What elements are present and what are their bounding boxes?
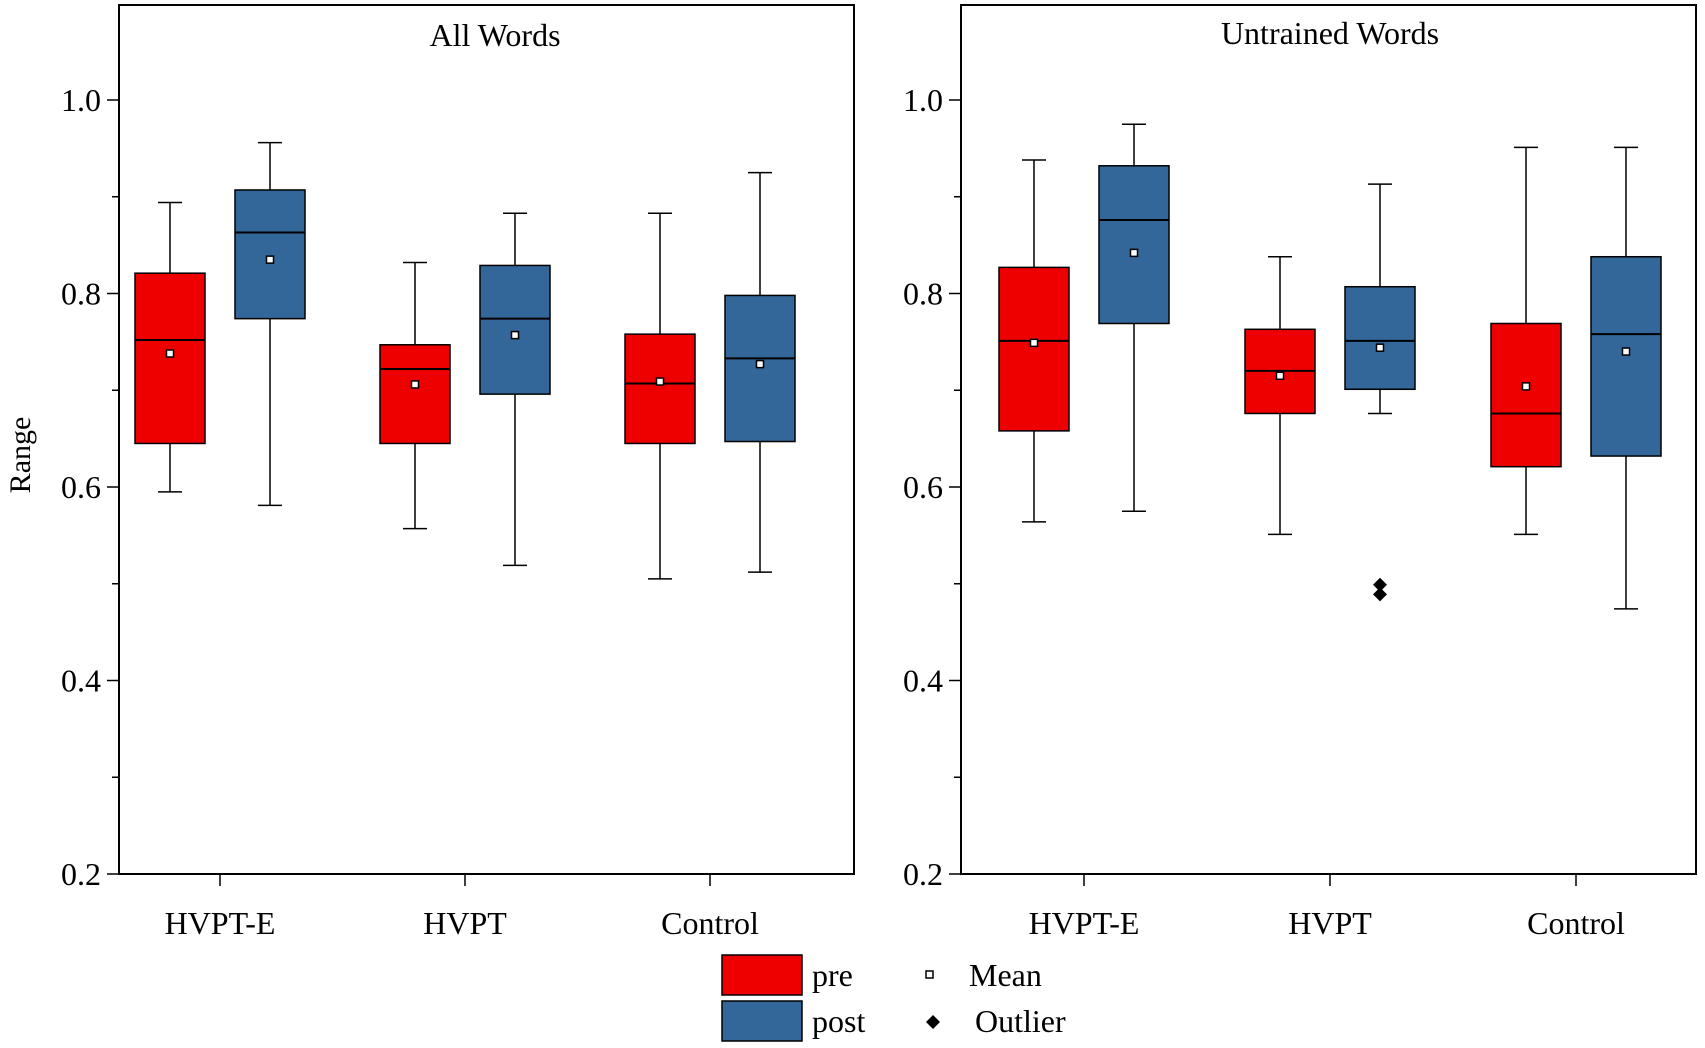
- y-tick-label: 0.6: [61, 469, 101, 505]
- mean-marker: [1521, 382, 1531, 391]
- mean-marker: [655, 377, 665, 386]
- y-tick-label: 0.8: [61, 276, 101, 312]
- x-tick-label: Control: [1527, 905, 1625, 941]
- box-iqr: [998, 266, 1070, 432]
- legend-pre-label: pre: [812, 957, 853, 993]
- box-hvpt-post: [1344, 183, 1416, 602]
- mean-marker: [755, 359, 765, 369]
- panel-title: All Words: [429, 17, 560, 53]
- box-control-post: [724, 171, 796, 573]
- legend-mean-label: Mean: [969, 957, 1042, 993]
- x-tick-label: HVPT: [1288, 905, 1372, 941]
- y-tick-label: 0.2: [61, 856, 101, 892]
- box-iqr: [479, 264, 551, 395]
- box-iqr: [624, 333, 696, 445]
- mean-marker: [1129, 248, 1139, 258]
- y-tick-label: 1.0: [903, 82, 943, 118]
- box-hvpt-e-pre: [998, 159, 1070, 523]
- panel-untrained-words: Untrained Words 0.2 0.4 0.6 0.8 1.0 HVPT-E HVP…: [903, 4, 1697, 941]
- x-tick-label: HVPT-E: [1029, 905, 1140, 941]
- mean-square-icon: [925, 970, 934, 979]
- box-hvpt-e-post: [1098, 123, 1170, 512]
- box-iqr: [1098, 165, 1170, 325]
- box-hvpt-post: [479, 212, 551, 567]
- panel-frame: [960, 4, 1697, 875]
- box-control-pre: [624, 212, 696, 580]
- mean-marker: [1275, 371, 1285, 380]
- panel-frame: [118, 4, 855, 875]
- box-hvpt-pre: [1244, 255, 1316, 536]
- mean-marker: [1029, 338, 1039, 348]
- box-hvpt-e-pre: [134, 201, 206, 493]
- mean-marker: [165, 349, 175, 358]
- mean-marker: [1375, 343, 1385, 352]
- box-iqr: [1590, 255, 1662, 457]
- x-tick-label: Control: [661, 905, 759, 941]
- panel-all-words: All Words 0.2 0.4 0.6 0.8 1.0 HVPT-E HVPT Contr…: [61, 4, 855, 941]
- box-hvpt-e-post: [234, 141, 306, 507]
- box-control-post: [1590, 146, 1662, 610]
- box-control-pre: [1490, 146, 1562, 536]
- y-tick-label: 1.0: [61, 82, 101, 118]
- y-axis-label: Range: [4, 417, 37, 494]
- box-iqr: [1490, 322, 1562, 468]
- box-hvpt-pre: [379, 261, 451, 530]
- legend-post-swatch: [721, 1000, 803, 1042]
- legend-outlier-label: Outlier: [975, 1003, 1066, 1039]
- box-iqr: [234, 189, 306, 320]
- mean-marker: [265, 255, 275, 264]
- mean-marker: [1621, 347, 1631, 356]
- outlier-point: [1373, 587, 1387, 602]
- outlier-diamond-icon: [926, 1015, 940, 1029]
- mean-marker: [510, 330, 520, 340]
- y-tick-label: 0.2: [903, 856, 943, 892]
- y-tick-label: 0.6: [903, 469, 943, 505]
- outlier-point: [1373, 577, 1387, 592]
- y-tick-label: 0.4: [61, 663, 101, 699]
- legend: pre post Mean Outlier: [721, 954, 1066, 1042]
- x-tick-label: HVPT: [423, 905, 507, 941]
- box-iqr: [134, 272, 206, 445]
- legend-pre-swatch: [721, 954, 803, 996]
- y-tick-label: 0.8: [903, 276, 943, 312]
- box-iqr: [379, 344, 451, 445]
- box-iqr: [724, 294, 796, 443]
- mean-marker: [410, 380, 420, 389]
- legend-post-label: post: [812, 1003, 865, 1039]
- y-tick-label: 0.4: [903, 663, 943, 699]
- x-tick-label: HVPT-E: [165, 905, 276, 941]
- panel-title: Untrained Words: [1221, 15, 1439, 51]
- box-iqr: [1344, 285, 1416, 391]
